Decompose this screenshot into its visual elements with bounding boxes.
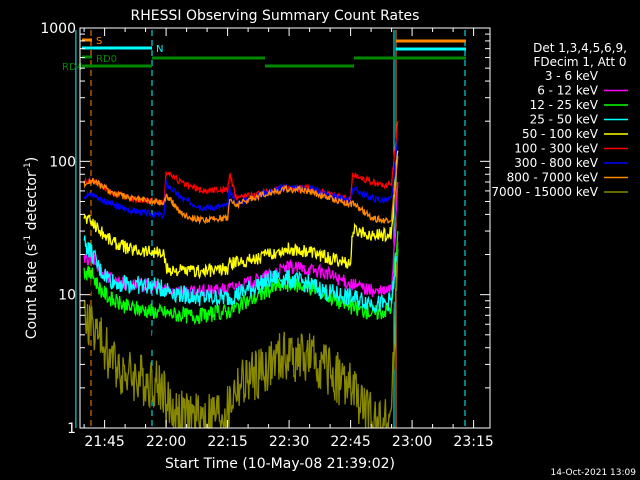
flag-label-n: N	[156, 44, 163, 55]
legend-entry: 7000 - 15000 keV	[491, 185, 598, 199]
legend-entry: 6 - 12 keV	[537, 84, 599, 98]
flag-label-rd4: RD4	[62, 62, 83, 73]
y-tick-label: 100	[49, 154, 76, 170]
series-line-6	[83, 137, 399, 221]
y-tick-label: 1000	[40, 21, 76, 37]
legend-entry: 25 - 50 keV	[530, 113, 599, 127]
legend-entry: 100 - 300 keV	[514, 142, 598, 156]
series-line-0	[83, 214, 399, 370]
series-line-4	[83, 150, 399, 280]
axis-frame	[79, 27, 491, 429]
series-layer	[83, 121, 399, 429]
y-axis-label-sup2: -1	[23, 162, 33, 171]
y-tick-label: 10	[58, 288, 76, 304]
x-axis-label: Start Time (10-May-08 21:39:02)	[165, 456, 395, 472]
x-tick-label: 23:15	[453, 434, 493, 450]
x-tick-label: 23:00	[392, 434, 432, 450]
x-axis-ticks: 21:45 22:00 22:15 22:30 22:45 23:00 23:15	[83, 28, 494, 450]
series-line-5	[83, 121, 399, 207]
y-axis-ticks: 1 10 100 1000	[40, 21, 490, 437]
series-line-7	[83, 155, 399, 225]
chart-title: RHESSI Observing Summary Count Rates	[131, 8, 420, 24]
attenuator-flags: S N RD0 RD4	[62, 30, 466, 428]
series-line-3	[83, 235, 399, 313]
flag-label-s: S	[96, 36, 102, 47]
x-tick-label: 22:00	[146, 434, 186, 450]
flag-label-rd0: RD0	[96, 54, 117, 65]
legend-entry: 800 - 7000 keV	[507, 171, 599, 185]
series-line-8	[83, 241, 399, 429]
y-axis-label-part2: detector	[24, 171, 40, 235]
legend-header-1: Det 1,3,4,5,6,9,	[533, 41, 627, 55]
plot-frame	[79, 27, 491, 429]
x-tick-label: 22:45	[330, 434, 370, 450]
x-tick-label: 21:45	[84, 434, 124, 450]
y-axis-label-part3: )	[24, 157, 40, 162]
y-axis-label: Count Rate (s-1 detector-1)	[23, 157, 40, 339]
x-tick-label: 22:15	[207, 434, 247, 450]
legend-header-2: FDecim 1, Att 0	[533, 55, 626, 69]
y-axis-label-sup1: -1	[23, 235, 33, 244]
legend-entry: 300 - 800 keV	[514, 156, 598, 170]
x-tick-label: 22:30	[269, 434, 309, 450]
y-tick-label: 1	[67, 421, 76, 437]
legend-entry: 12 - 25 keV	[530, 98, 599, 112]
legend-entry: 50 - 100 keV	[522, 127, 599, 141]
y-axis-label-part1: Count Rate (s	[24, 244, 40, 339]
series-line-2	[83, 231, 399, 326]
legend-entry: 3 - 6 keV	[545, 69, 599, 83]
date-stamp: 14-Oct-2021 13:09	[551, 468, 637, 478]
